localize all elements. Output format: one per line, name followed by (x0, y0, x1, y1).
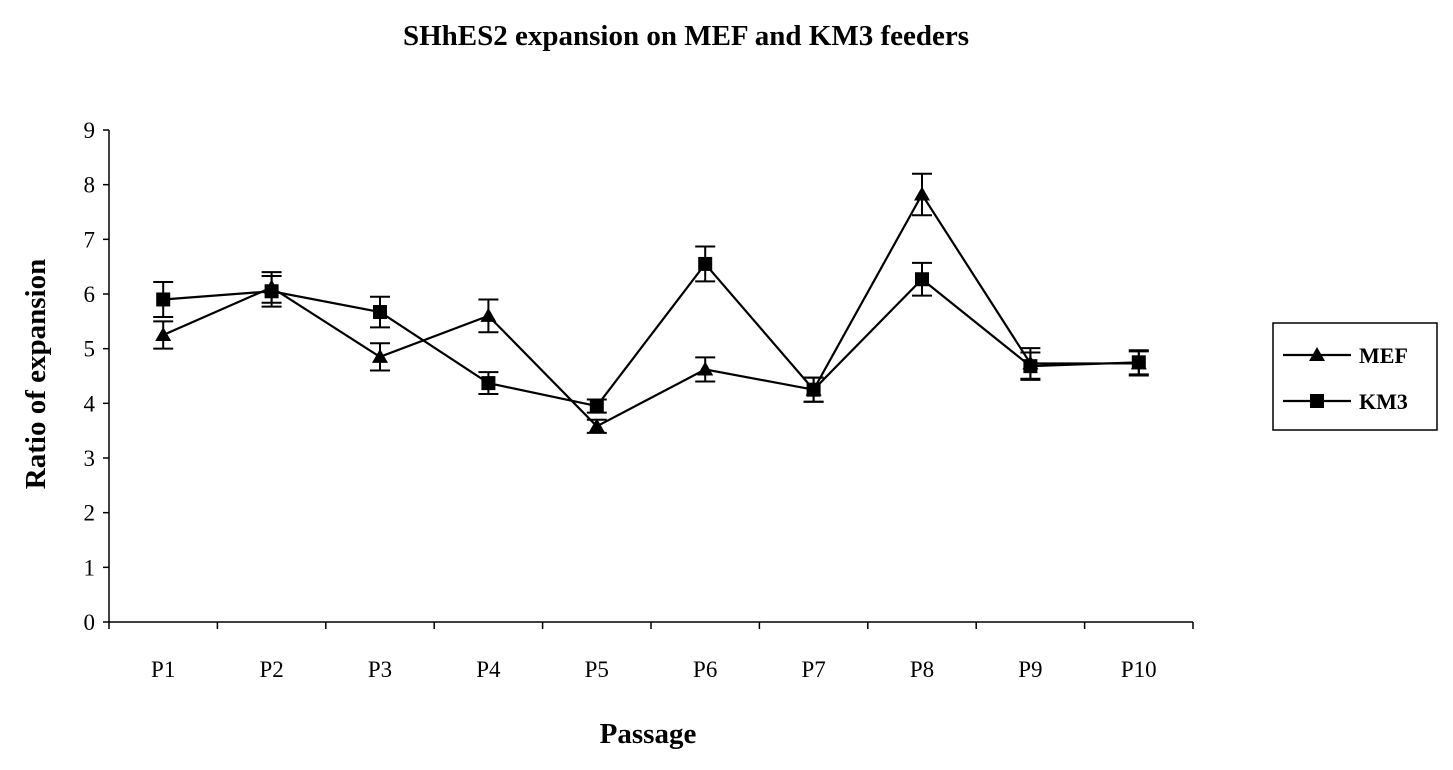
data-point-km3 (915, 272, 929, 287)
data-point-km3 (156, 292, 171, 307)
series-line-mef (162, 192, 1139, 428)
data-point-km3 (806, 382, 821, 397)
x-tick-label: P6 (693, 657, 717, 682)
x-tick-label: P10 (1121, 657, 1157, 682)
x-tick-label: P3 (368, 657, 392, 682)
data-point-mef (697, 361, 714, 376)
data-point-mef (155, 327, 172, 341)
x-tick-label: P8 (910, 657, 934, 682)
y-tick-label: 4 (84, 391, 96, 416)
legend-item-mef: MEF (1283, 343, 1408, 368)
data-point-km3 (589, 399, 604, 414)
y-tick-label: 2 (84, 501, 96, 526)
y-tick-label: 0 (84, 610, 96, 635)
y-axis-label: Ratio of expansion (20, 259, 52, 489)
data-point-mef (914, 186, 930, 201)
legend-marker-mef (1309, 347, 1325, 361)
x-tick-label: P2 (259, 657, 283, 682)
data-point-mef (588, 418, 605, 433)
data-point-km3 (264, 284, 279, 299)
x-tick-label: P5 (585, 657, 609, 682)
y-tick-label: 5 (84, 337, 96, 362)
y-tick-label: 7 (84, 227, 96, 252)
data-point-km3 (698, 256, 713, 271)
legend-label-mef: MEF (1359, 343, 1408, 368)
data-point-mef (372, 348, 388, 363)
data-point-km3 (481, 376, 496, 391)
series-line-km3 (163, 262, 1139, 408)
y-tick-label: 8 (84, 173, 96, 198)
x-tick-label: P4 (476, 657, 501, 682)
legend-marker-km3 (1310, 394, 1324, 408)
data-point-km3 (1023, 359, 1038, 374)
legend-box (1272, 322, 1438, 431)
plot-area: 0 1 2 3 4 5 6 7 8 9 P1 P2 P3 P4 P5 P6 P7 P8 P9 P10 (84, 118, 1194, 682)
x-tick-label: P9 (1018, 657, 1042, 682)
series-mef (153, 172, 1149, 434)
data-point-km3 (373, 305, 387, 320)
x-tick-label: P1 (151, 657, 175, 682)
data-point-km3 (1131, 355, 1146, 370)
series-km3 (153, 245, 1149, 414)
y-tick-label: 6 (84, 282, 96, 307)
data-point-mef (480, 307, 497, 322)
y-tick-label: 9 (84, 118, 96, 143)
chart-title: SHhES2 expansion on MEF and KM3 feeders (403, 20, 969, 52)
x-tick-label: P7 (801, 657, 825, 682)
legend-item-km3: KM3 (1283, 389, 1408, 414)
legend: MEF KM3 (1272, 322, 1438, 431)
y-tick-label: 3 (84, 446, 96, 471)
legend-label-km3: KM3 (1359, 389, 1408, 414)
x-axis-label: Passage (600, 718, 697, 750)
y-tick-label: 1 (84, 555, 96, 580)
